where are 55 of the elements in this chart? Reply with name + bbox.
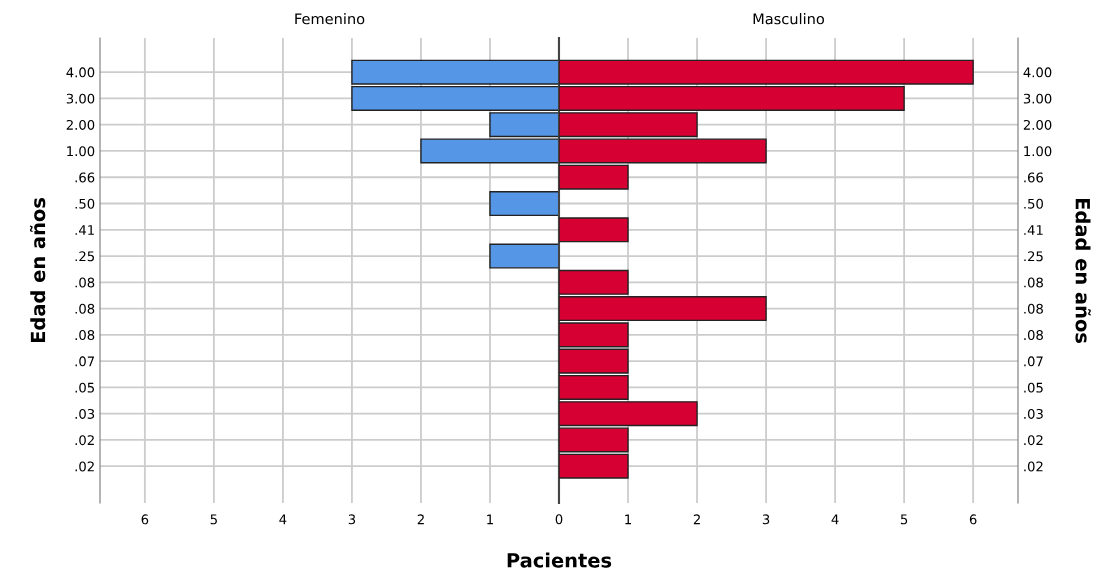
x-tick-label: 5 — [900, 514, 908, 525]
chart-title: Femenino — [295, 13, 365, 25]
x-axis-title: Pacientes — [507, 552, 612, 568]
x-tick-label: 2 — [693, 514, 700, 525]
y-axis-title: Edad en años — [29, 198, 46, 343]
y-tick-label: .02 — [1024, 461, 1043, 472]
y-tick-label: .08 — [1024, 303, 1043, 314]
y-tick-label: .08 — [75, 277, 95, 288]
y-tick-label: .08 — [75, 303, 95, 314]
y-tick-label: .07 — [75, 356, 95, 367]
y-tick-label: 4.00 — [66, 67, 95, 78]
y-tick-label: 2.00 — [1023, 119, 1052, 130]
x-tick-label: 6 — [141, 514, 149, 525]
x-tick-label: 0 — [555, 514, 563, 525]
bar — [559, 164, 629, 190]
y-tick-label: .02 — [75, 435, 94, 446]
y-tick-label: .03 — [1024, 408, 1043, 419]
bar — [489, 190, 559, 217]
y-tick-label: .08 — [1024, 277, 1043, 288]
y-tick-label: .25 — [1024, 251, 1043, 262]
x-tick-label: 6 — [969, 514, 977, 525]
y-tick-label: 3.00 — [1023, 93, 1052, 104]
x-tick-label: 1 — [625, 514, 631, 525]
y-tick-label: 1.00 — [1024, 146, 1052, 157]
y-tick-label: .50 — [75, 198, 95, 209]
x-tick-label: 2 — [417, 514, 424, 525]
y-tick-label: .08 — [75, 330, 95, 341]
y-tick-label: .07 — [1024, 356, 1043, 367]
y2-axis-title: Edad en años — [1075, 198, 1091, 343]
bar — [489, 243, 559, 269]
y-tick-label: .66 — [1024, 172, 1044, 183]
x-tick-label: 4 — [279, 514, 287, 525]
bar — [559, 453, 629, 479]
y-tick-label: .50 — [1024, 198, 1043, 209]
x-tick-label: 3 — [762, 514, 770, 525]
x-tick-label: 5 — [210, 514, 217, 525]
x-tick-label: 3 — [348, 514, 356, 525]
x-tick-label: 1 — [487, 514, 493, 525]
y-tick-label: .02 — [75, 461, 94, 472]
y-tick-label: .03 — [75, 408, 95, 419]
y-tick-label: .66 — [75, 172, 95, 183]
bar — [559, 217, 629, 243]
y-tick-label: .25 — [75, 251, 94, 262]
y-tick-label: 2.00 — [66, 119, 95, 130]
y-tick-label: .05 — [1024, 382, 1043, 393]
y-tick-label: 1.00 — [67, 146, 95, 157]
y-tick-label: .41 — [75, 225, 94, 235]
chart-title: Masculino — [753, 13, 825, 25]
y-tick-label: .05 — [75, 382, 94, 393]
x-tick-label: 4 — [831, 514, 839, 525]
y-tick-label: .41 — [1024, 225, 1043, 235]
y-tick-label: .02 — [1024, 435, 1043, 446]
y-tick-label: 3.00 — [66, 93, 95, 104]
y-tick-label: .08 — [1024, 330, 1043, 341]
y-tick-label: 4.00 — [1023, 67, 1052, 78]
